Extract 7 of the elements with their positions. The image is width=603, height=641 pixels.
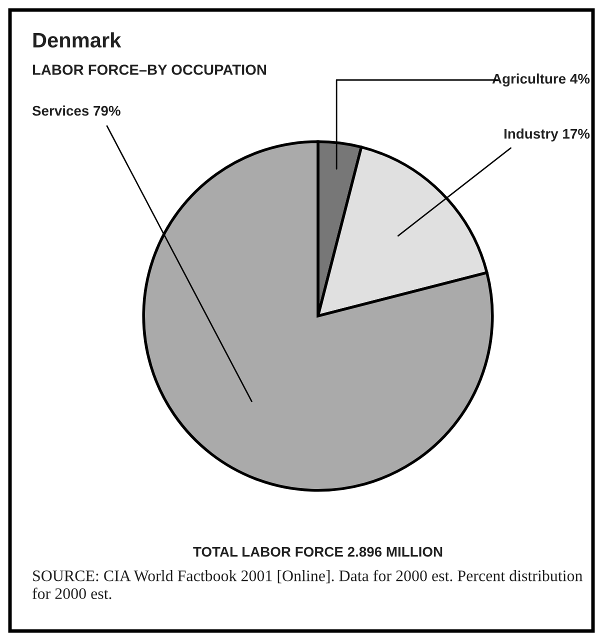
chart-title: Denmark [33, 32, 122, 48]
slice-label: Agriculture 4% [492, 73, 590, 87]
slice-label: Services 79% [32, 106, 120, 116]
slice-label: Industry 17% [504, 128, 590, 142]
text: TOTAL LABOR FORCE 2.896 MILLION [193, 546, 442, 557]
source-note: SOURCE: CIA World Factbook 2001 [Online]. Data for 2000 est. Percent distribution for 2000 est. [32, 570, 582, 600]
chart-subtitle: LABOR FORCE–BY OCCUPATION [32, 64, 266, 75]
